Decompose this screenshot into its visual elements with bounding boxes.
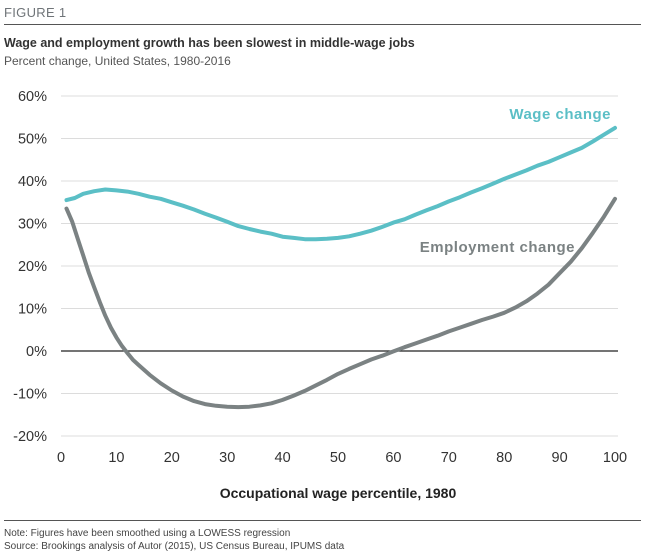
source-note: Source: Brookings analysis of Autor (201… xyxy=(4,541,345,552)
y-tick-label: 30% xyxy=(18,217,47,233)
y-tick-label: 60% xyxy=(18,89,47,105)
x-tick-label: 0 xyxy=(57,450,65,466)
x-tick-label: 40 xyxy=(275,450,291,466)
x-tick-label: 60 xyxy=(385,450,401,466)
bottom-rule xyxy=(4,520,641,521)
y-axis-ticks: 60% 50% 40% 30% 20% 10% 0% -10% -20% xyxy=(13,89,47,445)
gridlines xyxy=(61,95,618,437)
legend-employment-change: Employment change xyxy=(420,239,575,256)
y-tick-label: -10% xyxy=(13,387,47,403)
figure-title: Wage and employment growth has been slow… xyxy=(4,36,415,50)
employment-change-line xyxy=(64,196,617,410)
x-tick-label: 30 xyxy=(219,450,235,466)
x-axis-label: Occupational wage percentile, 1980 xyxy=(220,485,457,501)
top-rule xyxy=(4,24,641,25)
y-tick-label: -20% xyxy=(13,429,47,445)
x-tick-label: 90 xyxy=(552,450,568,466)
figure-subtitle: Percent change, United States, 1980-2016 xyxy=(4,54,231,68)
y-tick-label: 20% xyxy=(18,259,47,275)
legend-wage-change: Wage change xyxy=(509,106,611,123)
x-tick-label: 70 xyxy=(441,450,457,466)
x-tick-label: 80 xyxy=(496,450,512,466)
figure-label: FIGURE 1 xyxy=(4,5,67,20)
x-tick-label: 50 xyxy=(330,450,346,466)
x-tick-label: 10 xyxy=(108,450,124,466)
y-tick-label: 50% xyxy=(18,132,47,148)
y-tick-label: 10% xyxy=(18,302,47,318)
x-tick-label: 100 xyxy=(603,450,627,466)
series-lines xyxy=(64,125,617,410)
y-tick-label: 0% xyxy=(26,344,47,360)
x-axis-ticks: 0 10 20 30 40 50 60 70 80 90 100 xyxy=(57,450,627,466)
footnote: Note: Figures have been smoothed using a… xyxy=(4,528,291,539)
y-tick-label: 40% xyxy=(18,174,47,190)
x-tick-label: 20 xyxy=(164,450,180,466)
wage-change-line xyxy=(64,125,617,242)
